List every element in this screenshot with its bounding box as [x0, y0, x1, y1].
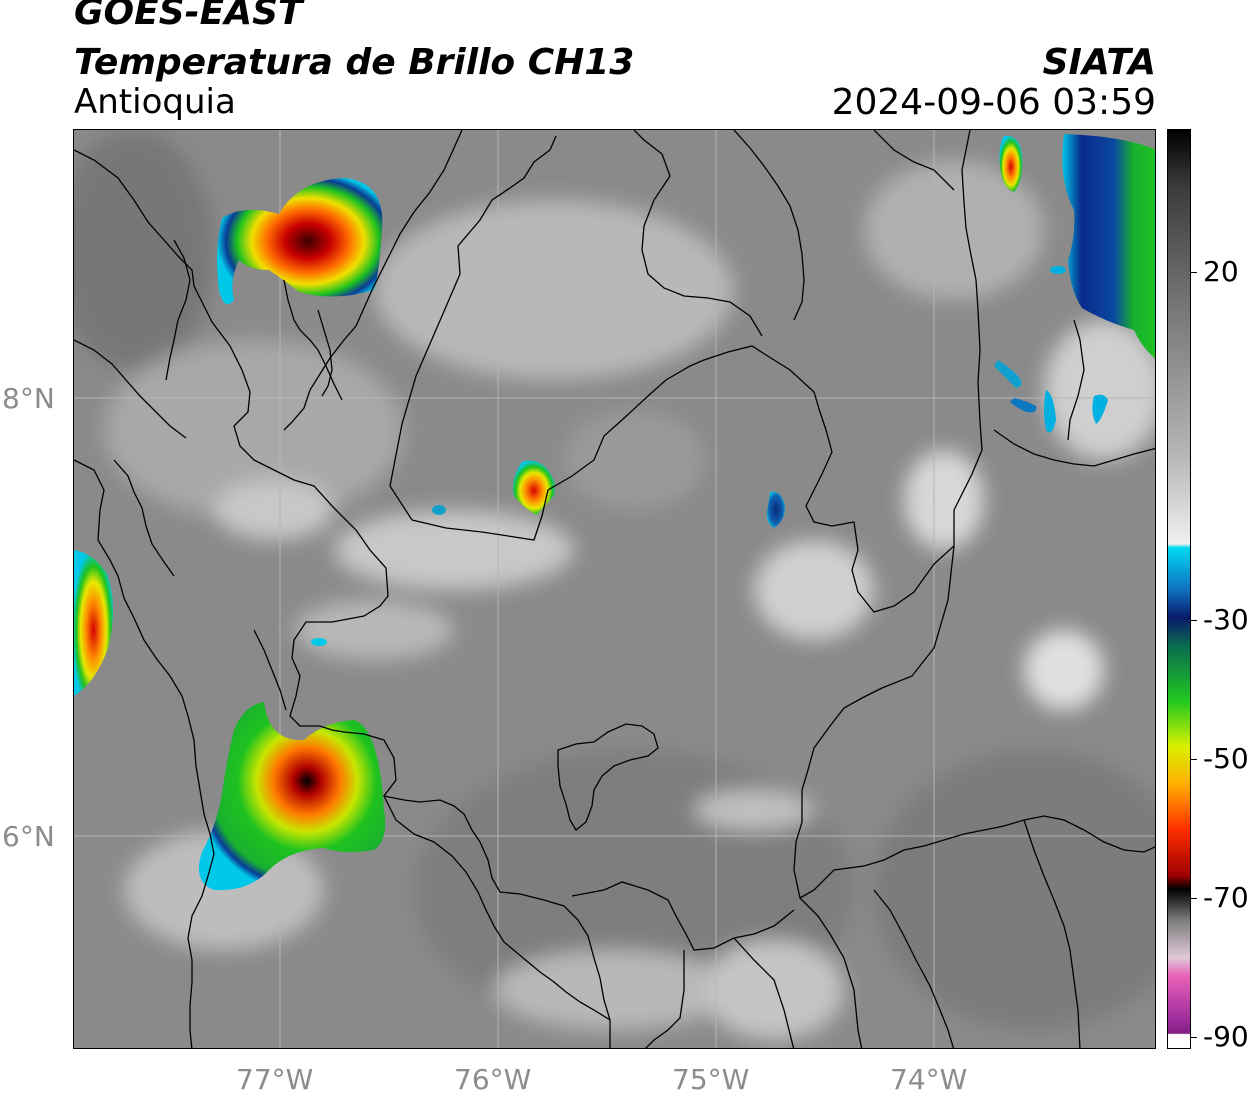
boundary-lines [74, 130, 1155, 1048]
satellite-map[interactable] [73, 129, 1156, 1049]
tick-mark [1191, 1037, 1197, 1038]
colorbar-label-minus70: -70 [1203, 881, 1249, 914]
tick-mark [1191, 759, 1197, 760]
storm-cells [74, 134, 1155, 891]
product-title: Temperatura de Brillo CH13 [74, 42, 635, 83]
tick-mark [1191, 272, 1197, 273]
lon-label-76w: 76°W [454, 1063, 532, 1096]
lon-label-77w: 77°W [236, 1063, 314, 1096]
colorbar-label-minus30: -30 [1203, 603, 1249, 636]
colorbar-gradient [1168, 130, 1190, 1048]
lon-label-75w: 75°W [672, 1063, 750, 1096]
lat-label-6n: 6°N [2, 820, 55, 853]
cloud-texture [74, 130, 1155, 1040]
temperature-colorbar [1167, 129, 1191, 1049]
lon-label-74w: 74°W [890, 1063, 968, 1096]
colorbar-label-20: 20 [1203, 255, 1239, 288]
tick-mark [1191, 620, 1197, 621]
map-canvas [74, 130, 1155, 1048]
graticule [74, 130, 1155, 1048]
colorbar-label-minus90: -90 [1203, 1020, 1249, 1053]
tick-mark [1191, 898, 1197, 899]
timestamp-label: 2024-09-06 03:59 [831, 82, 1156, 123]
satellite-title: GOES-EAST [74, 0, 303, 33]
region-label: Antioquia [74, 82, 236, 122]
lat-label-8n: 8°N [2, 382, 55, 415]
organization-label: SIATA [1042, 42, 1156, 83]
colorbar-label-minus50: -50 [1203, 742, 1249, 775]
